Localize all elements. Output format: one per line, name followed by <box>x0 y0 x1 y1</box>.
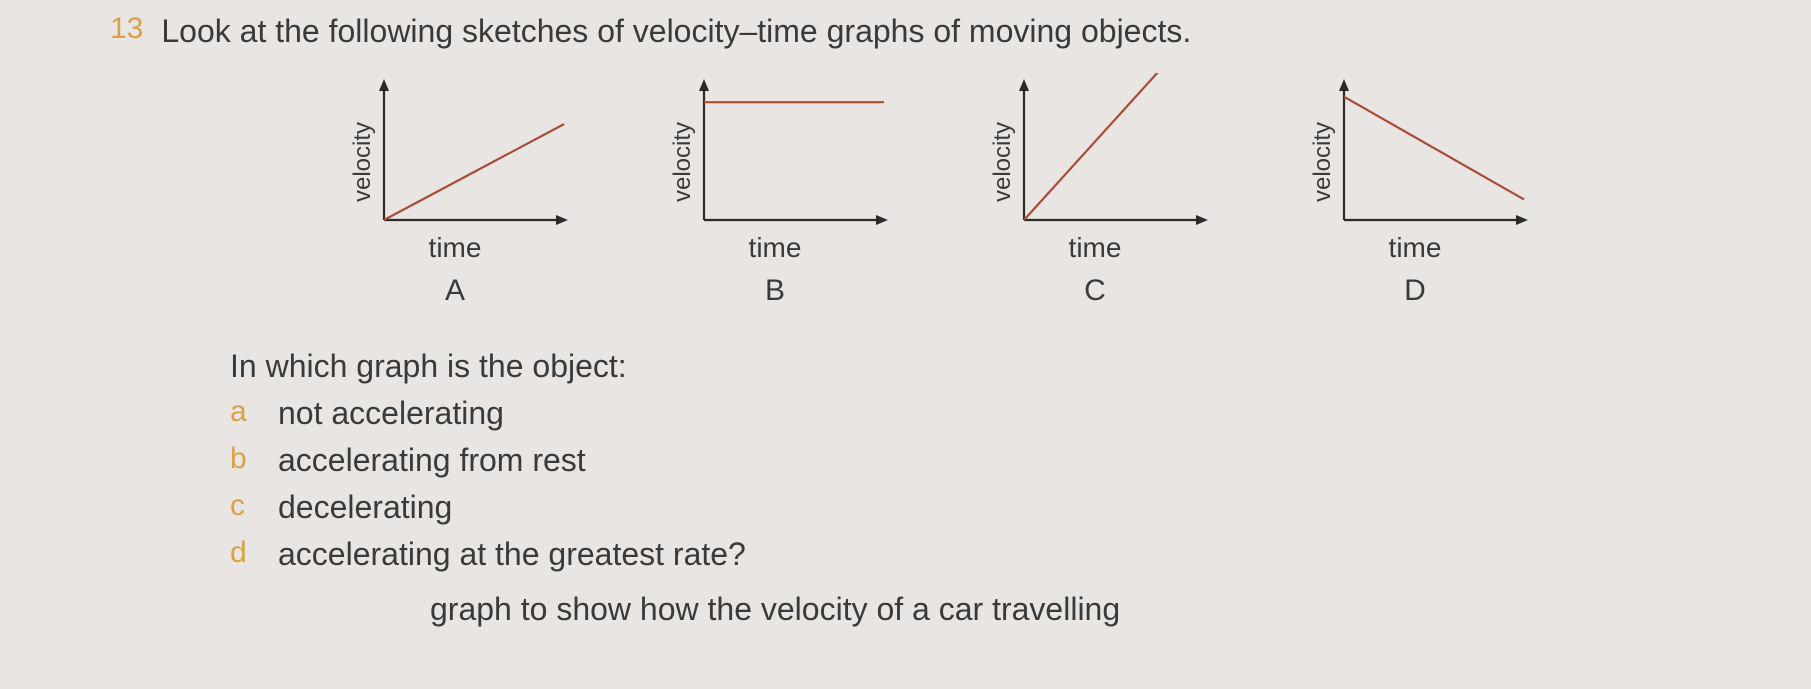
sub-lead: In which graph is the object: <box>230 348 1751 385</box>
graph-letter: A <box>445 274 465 308</box>
x-axis-label: time <box>1069 232 1122 264</box>
graph-svg-A: velocity <box>340 73 570 228</box>
sub-question-letter: b <box>230 442 256 476</box>
y-axis-label: velocity <box>669 122 696 202</box>
graph-B: velocity time B <box>660 73 890 308</box>
graph-D: velocity time D <box>1300 73 1530 308</box>
sub-question-letter: a <box>230 395 256 429</box>
question-text: Look at the following sketches of veloci… <box>161 10 1191 53</box>
graph-svg-C: velocity <box>980 73 1210 228</box>
graph-letter: B <box>765 274 785 308</box>
sub-question-letter: d <box>230 536 256 570</box>
sub-question-text: accelerating from rest <box>278 442 586 479</box>
y-axis-label: velocity <box>989 122 1016 202</box>
page-root: 13 Look at the following sketches of vel… <box>0 0 1811 689</box>
sub-question-b: b accelerating from rest <box>230 442 1751 479</box>
sub-question-text: decelerating <box>278 489 452 526</box>
y-axis-label: velocity <box>349 122 376 202</box>
data-line <box>1344 97 1524 200</box>
graphs-container: velocity time Avelocity time Bvelocity time Cv… <box>340 73 1751 308</box>
y-axis-label: velocity <box>1309 122 1336 202</box>
sub-question-a: a not accelerating <box>230 395 1751 432</box>
data-line <box>1024 73 1168 220</box>
x-axis-label: time <box>429 232 482 264</box>
sub-question-text: not accelerating <box>278 395 504 432</box>
sub-question-text: accelerating at the greatest rate? <box>278 536 746 573</box>
sub-questions: In which graph is the object: a not accel… <box>230 348 1751 573</box>
graph-svg-B: velocity <box>660 73 890 228</box>
x-axis-label: time <box>749 232 802 264</box>
data-line <box>384 124 564 220</box>
sub-question-list: a not accelerating b accelerating from rest… <box>230 395 1751 573</box>
sub-question-c: c decelerating <box>230 489 1751 526</box>
sub-question-letter: c <box>230 489 256 523</box>
graph-A: velocity time A <box>340 73 570 308</box>
graph-svg-D: velocity <box>1300 73 1530 228</box>
graph-letter: D <box>1404 274 1426 308</box>
x-axis-label: time <box>1389 232 1442 264</box>
graph-letter: C <box>1084 274 1106 308</box>
sub-question-d: d accelerating at the greatest rate? <box>230 536 1751 573</box>
question-number: 13 <box>110 12 143 46</box>
cutoff-line: graph to show how the velocity of a car … <box>430 591 1751 628</box>
graph-C: velocity time C <box>980 73 1210 308</box>
question-row: 13 Look at the following sketches of vel… <box>110 10 1751 53</box>
